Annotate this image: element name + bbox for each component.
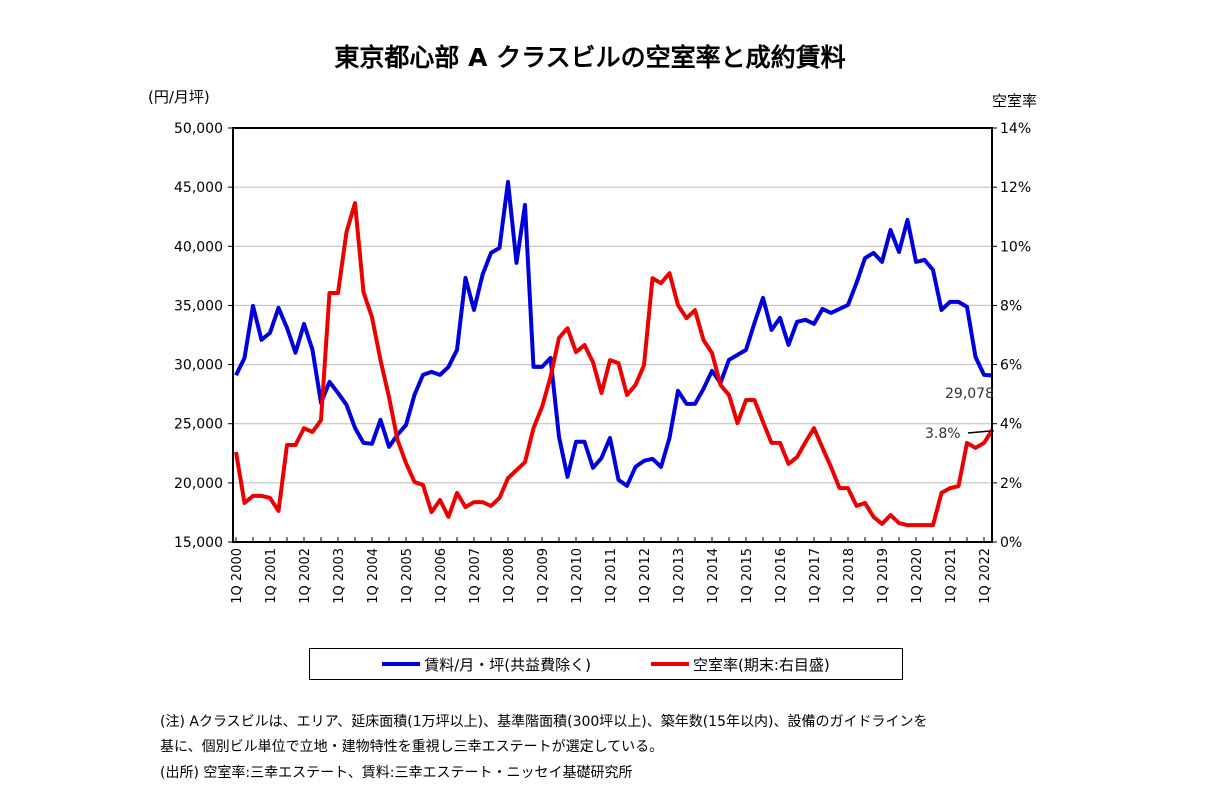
chart-canvas: 50,000 45,000 40,000 35,000 30,000 25,000 20,0…: [174, 121, 1031, 604]
vacancy-latest-label: 3.8%: [925, 426, 961, 442]
vacancy-leader-line: [967, 430, 991, 434]
left-tick-label: 20,000: [174, 476, 223, 492]
legend-swatch-vacancy: [651, 662, 689, 666]
rent-line: [234, 179, 993, 488]
x-tick-label: 1Q 2013: [672, 548, 687, 604]
x-tick-label: 1Q 2012: [638, 548, 653, 604]
right-axis-ticks: 14% 12% 10% 8% 6% 4% 2% 0%: [992, 121, 1031, 551]
x-tick-label: 1Q 2016: [774, 548, 789, 604]
left-tick-label: 50,000: [174, 121, 223, 137]
x-tick-label: 1Q 2017: [808, 548, 823, 604]
left-tick-label: 35,000: [174, 298, 223, 314]
note-line-1: (注) Aクラスビルは、エリア、延床面積(1万坪以上)、基準階面積(300坪以上…: [160, 714, 928, 730]
x-tick-label: 1Q 2000: [230, 548, 245, 604]
x-tick-label: 1Q 2015: [740, 548, 755, 604]
gridlines: [233, 186, 992, 484]
right-axis-label: 空室率: [992, 92, 1038, 110]
legend-label-vacancy: 空室率(期末:右目盛): [693, 655, 830, 674]
x-tick-label: 1Q 2009: [536, 548, 551, 604]
right-tick-label: 0%: [1000, 535, 1022, 551]
right-tick-label: 4%: [1000, 417, 1022, 433]
x-tick-label: 1Q 2007: [468, 548, 483, 604]
left-tick-label: 40,000: [174, 239, 223, 255]
right-tick-label: 12%: [1000, 180, 1031, 196]
x-tick-label: 1Q 2011: [604, 548, 619, 604]
left-tick-label: 45,000: [174, 180, 223, 196]
right-tick-label: 8%: [1000, 298, 1022, 314]
x-tick-label: 1Q 2006: [434, 548, 449, 604]
note-line-2: 基に、個別ビル単位で立地・建物特性を重視し三幸エステートが選定している。: [160, 739, 664, 755]
left-axis-ticks: 50,000 45,000 40,000 35,000 30,000 25,000 20,0…: [174, 121, 233, 551]
source-line: (出所) 空室率:三幸エステート、賃料:三幸エステート・ニッセイ基礎研究所: [160, 765, 633, 781]
x-tick-label: 1Q 2010: [570, 548, 585, 604]
left-tick-label: 15,000: [174, 535, 223, 551]
vacancy-line: [234, 201, 995, 528]
right-tick-label: 10%: [1000, 239, 1031, 255]
chart-title: 東京都心部 A クラスビルの空室率と成約賃料: [334, 43, 846, 72]
plot-frame: [232, 127, 993, 543]
x-axis-ticks: 1Q 2000 1Q 2001 1Q 2002 1Q 2003 1Q 2004 1Q 20…: [230, 537, 993, 604]
series-lines: [234, 179, 995, 528]
right-tick-label: 14%: [1000, 121, 1031, 137]
x-tick-label: 1Q 2018: [842, 548, 857, 604]
x-tick-label: 1Q 2003: [332, 548, 347, 604]
x-tick-label: 1Q 2001: [264, 548, 279, 604]
left-tick-label: 25,000: [174, 417, 223, 433]
legend-swatch-rent: [382, 662, 421, 666]
left-axis-unit: (円/月坪): [148, 88, 210, 106]
x-tick-label: 1Q 2008: [502, 548, 517, 604]
x-tick-label: 1Q 2014: [706, 548, 721, 604]
legend-label-rent: 賃料/月・坪(共益費除く): [424, 655, 591, 674]
legend-item-vacancy: 空室率(期末:右目盛): [651, 654, 830, 675]
x-tick-label: 1Q 2004: [366, 548, 381, 604]
legend: 賃料/月・坪(共益費除く) 空室率(期末:右目盛): [309, 648, 903, 680]
annotations: 29,078 3.8%: [925, 386, 994, 442]
rent-latest-label: 29,078: [945, 386, 994, 402]
x-tick-label: 1Q 2020: [910, 548, 925, 604]
x-tick-label: 1Q 2002: [298, 548, 313, 604]
right-tick-label: 2%: [1000, 476, 1022, 492]
right-tick-label: 6%: [1000, 358, 1022, 374]
left-tick-label: 30,000: [174, 358, 223, 374]
x-tick-label: 1Q 2005: [400, 548, 415, 604]
x-tick-label: 1Q 2022: [978, 548, 993, 604]
legend-item-rent: 賃料/月・坪(共益費除く): [382, 654, 591, 675]
x-tick-label: 1Q 2019: [876, 548, 891, 604]
x-tick-label: 1Q 2021: [944, 548, 959, 604]
